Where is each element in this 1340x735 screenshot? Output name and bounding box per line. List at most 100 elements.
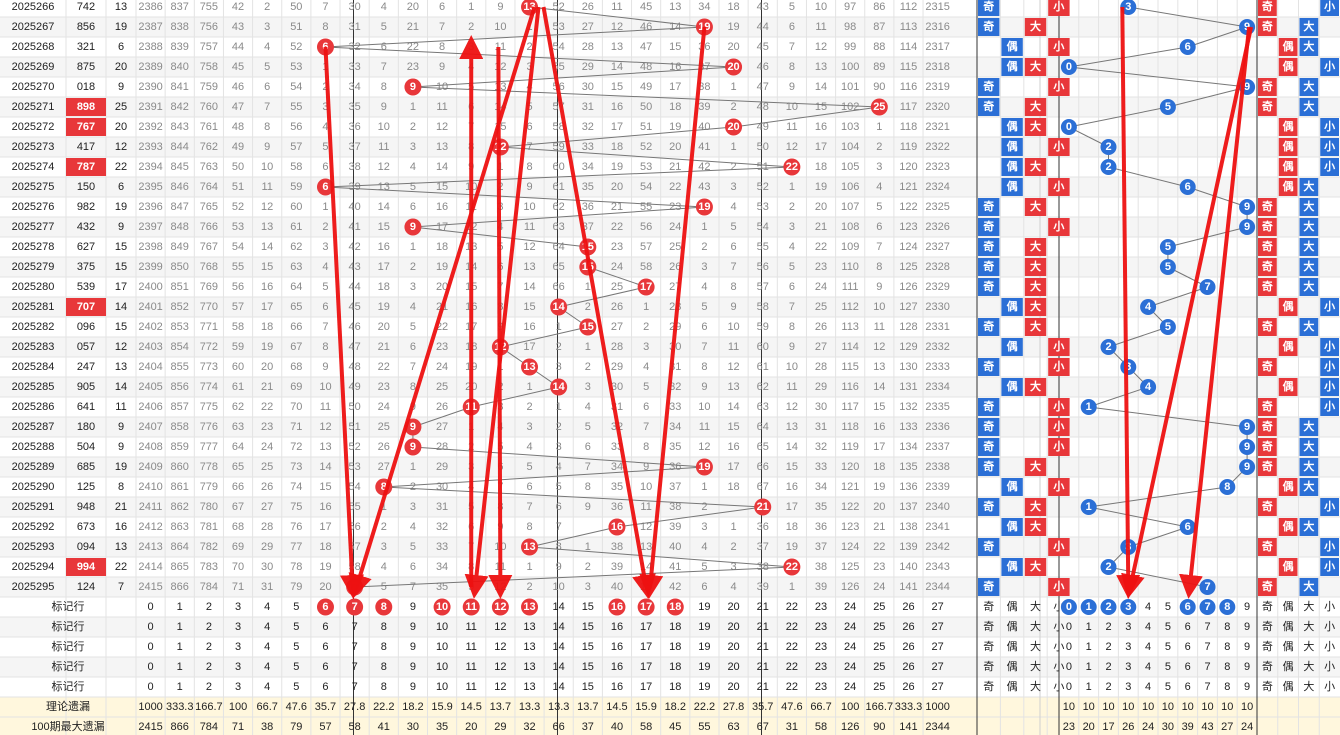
miss-value: 2325 — [925, 201, 949, 213]
miss-value: 2390 — [138, 81, 162, 93]
miss-value: 18 — [319, 541, 331, 553]
theory-digit-value: 10 — [1102, 701, 1114, 713]
tail-parity-block — [1258, 498, 1277, 516]
miss-value: 2321 — [925, 121, 949, 133]
theory-value: 35.7 — [315, 701, 336, 713]
parity-block — [1001, 338, 1023, 356]
tail-parity-block — [1258, 418, 1277, 436]
tail-size-label: 大 — [1303, 179, 1314, 193]
theory-digit-value: 10 — [1083, 701, 1095, 713]
marker-col: 27 — [932, 681, 944, 693]
miss-value: 6 — [876, 221, 882, 233]
miss-value: 2317 — [925, 41, 949, 53]
miss-value: 131 — [899, 381, 917, 393]
miss-value: 14 — [786, 441, 798, 453]
digit-ball — [1060, 119, 1077, 135]
miss-value: 1 — [585, 541, 591, 553]
marker-digit-ball-label: 6 — [1185, 601, 1191, 613]
trend-line — [529, 526, 618, 548]
marker-col: 15 — [582, 641, 594, 653]
miss-value: 2413 — [138, 541, 162, 553]
miss-value: 847 — [171, 201, 189, 213]
marker-col: 19 — [698, 641, 710, 653]
miss-value: 12 — [727, 361, 739, 373]
miss-value: 6 — [556, 501, 562, 513]
miss-value: 73 — [290, 461, 302, 473]
miss-value: 38 — [698, 81, 710, 93]
miss-value: 3 — [731, 181, 737, 193]
marker-digit-ball-label: 2 — [1105, 601, 1111, 613]
issue-cell: 2025269 — [12, 61, 55, 73]
miss-value: 2334 — [925, 381, 949, 393]
table-row-bg — [0, 677, 1340, 697]
miss-value: 774 — [200, 381, 218, 393]
marker-digit-col: 7 — [1204, 661, 1210, 673]
tail-size-label: 大 — [1303, 239, 1314, 253]
marker-tail-label: 偶 — [1283, 620, 1294, 633]
issue-cell: 2025292 — [12, 521, 55, 533]
miss-value: 135 — [899, 461, 917, 473]
tail-size-block — [1320, 338, 1339, 356]
trend-line — [412, 446, 705, 468]
miss-value: 8 — [381, 81, 387, 93]
miss-value: 48 — [349, 361, 361, 373]
tail-size-block — [1299, 458, 1319, 476]
trend-line — [383, 466, 705, 488]
miss-value: 41 — [669, 561, 681, 573]
max-value: 20 — [465, 721, 477, 733]
marker-digit-col: 4 — [1145, 621, 1151, 633]
miss-value: 5 — [322, 281, 328, 293]
miss-value: 1 — [876, 121, 882, 133]
miss-value: 23 — [669, 201, 681, 213]
miss-value: 7 — [526, 501, 532, 513]
miss-value: 14 — [523, 281, 535, 293]
marker-digit-col: 4 — [1145, 641, 1151, 653]
miss-value: 3 — [701, 521, 707, 533]
miss-value: 13 — [815, 61, 827, 73]
lottery-number: 627 — [77, 241, 95, 253]
miss-value: 2319 — [925, 81, 949, 93]
marker-pl-label: 奇 — [983, 680, 994, 693]
lottery-number: 787 — [77, 161, 95, 173]
miss-value: 2330 — [925, 301, 949, 313]
miss-value: 126 — [841, 581, 859, 593]
annotation-arrow — [1179, 26, 1252, 599]
miss-value: 53 — [757, 201, 769, 213]
miss-value: 851 — [171, 281, 189, 293]
size-block — [1048, 78, 1070, 96]
issue-cell: 2025274 — [12, 161, 55, 173]
miss-value: 133 — [899, 421, 917, 433]
miss-value: 55 — [349, 501, 361, 513]
issue-cell: 2025271 — [12, 101, 55, 113]
miss-value: 21 — [407, 21, 419, 33]
max-value: 35 — [436, 721, 448, 733]
tail-parity-label: 奇 — [1262, 99, 1273, 113]
miss-value: 780 — [200, 501, 218, 513]
digit-ball-label: 2 — [1105, 141, 1111, 153]
miss-value: 855 — [171, 361, 189, 373]
lottery-number: 125 — [77, 481, 95, 493]
parity-block — [978, 18, 1000, 36]
miss-value: 71 — [290, 421, 302, 433]
miss-value: 36 — [582, 201, 594, 213]
miss-value: 61 — [553, 181, 565, 193]
miss-value: 2315 — [925, 1, 949, 13]
miss-value: 97 — [844, 1, 856, 13]
parity-label: 奇 — [983, 79, 994, 93]
size-label: 小 — [1052, 479, 1064, 493]
miss-value: 9 — [789, 81, 795, 93]
marker-digit-col: 3 — [1125, 661, 1131, 673]
miss-value: 55 — [290, 101, 302, 113]
tail-parity-label: 偶 — [1283, 39, 1294, 53]
miss-value: 5 — [701, 561, 707, 573]
digit-ball-label: 9 — [1244, 441, 1250, 453]
miss-value: 31 — [349, 21, 361, 33]
miss-value: 21 — [815, 221, 827, 233]
miss-value: 2 — [731, 541, 737, 553]
miss-value: 8 — [556, 541, 562, 553]
marker-digit-col: 6 — [1185, 641, 1191, 653]
miss-value: 6 — [264, 81, 270, 93]
tail-size-block — [1320, 298, 1339, 316]
parity-block — [1001, 478, 1023, 496]
miss-value: 5 — [789, 261, 795, 273]
